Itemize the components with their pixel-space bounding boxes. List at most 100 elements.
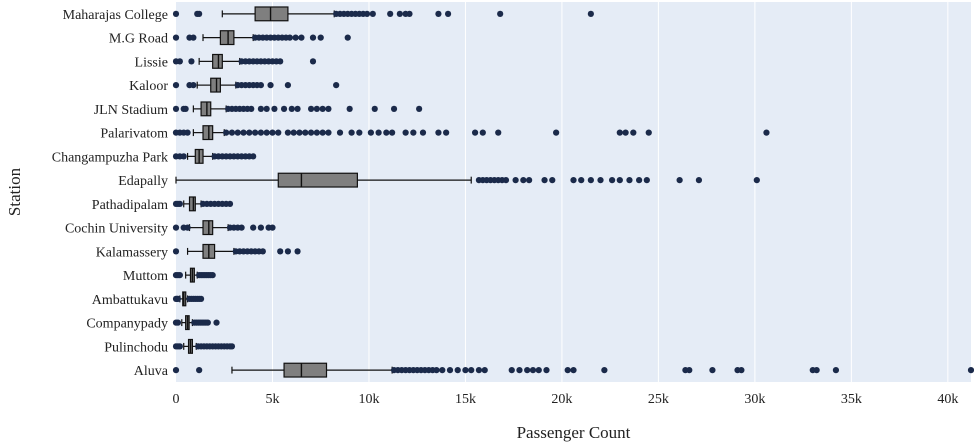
outlier-point [257, 82, 265, 89]
outlier-point [269, 224, 276, 231]
y-tick-label: Lissie [135, 55, 168, 70]
outlier-point [250, 153, 257, 160]
outlier-point [502, 177, 510, 184]
outlier-point [481, 367, 488, 374]
x-tick-label: 5k [265, 392, 279, 407]
outlier-point [524, 367, 531, 374]
plot-area [176, 2, 971, 382]
outlier-point [172, 34, 180, 41]
outlier-point [196, 10, 203, 17]
y-tick-label: M.G Road [109, 32, 168, 47]
box-companypady [172, 315, 220, 331]
y-tick-label: Pathadipalam [92, 198, 168, 213]
outlier-point [630, 129, 637, 136]
outlier-point [284, 82, 292, 89]
outlier-point [252, 129, 259, 136]
outlier-point [433, 367, 440, 374]
outlier-point [290, 129, 297, 136]
outlier-point [541, 177, 548, 184]
outlier-point [763, 129, 770, 136]
outlier-point [410, 129, 417, 136]
outlier-point [597, 177, 604, 184]
x-tick-label: 25k [648, 392, 669, 407]
outlier-point [587, 177, 594, 184]
x-tick-label: 10k [358, 392, 379, 407]
outlier-point [298, 34, 305, 41]
outlier-point [190, 34, 197, 41]
outlier-point [267, 82, 274, 89]
outlier-point [319, 105, 326, 112]
iqr-box [202, 125, 214, 141]
y-tick-label: Ambattukavu [92, 293, 168, 308]
outlier-point [259, 248, 266, 255]
box-palarivatom [172, 125, 770, 141]
outlier-point [471, 129, 479, 136]
outlier-point [495, 129, 502, 136]
outlier-point [416, 105, 423, 112]
outlier-point [529, 367, 537, 374]
outlier-point [753, 177, 760, 184]
outlier-point [238, 224, 245, 231]
y-tick-label: Aluva [134, 364, 169, 379]
outlier-point [508, 367, 515, 374]
outlier-point [435, 10, 442, 17]
outlier-point [553, 129, 560, 136]
outlier-point [479, 129, 486, 136]
x-tick-label: 35k [841, 392, 862, 407]
outlier-point [172, 248, 180, 255]
box-kaloor [172, 77, 340, 93]
outlier-point [174, 295, 182, 302]
outlier-point [213, 319, 220, 326]
outlier-point [228, 129, 236, 136]
outlier-point [172, 367, 180, 374]
outlier-point [526, 177, 533, 184]
y-tick-label: Muttom [123, 269, 168, 284]
outlier-point [454, 367, 461, 374]
outlier-point [520, 177, 527, 184]
outlier-point [275, 129, 282, 136]
outlier-point [246, 129, 253, 136]
outlier-point [346, 105, 353, 112]
outlier-point [172, 82, 180, 89]
outlier-point [176, 272, 183, 279]
outlier-point [367, 129, 374, 136]
outlier-point [190, 82, 197, 89]
outlier-point [284, 248, 292, 255]
outlier-point [375, 129, 382, 136]
outlier-point [439, 367, 446, 374]
outlier-point [184, 224, 191, 231]
outlier-point [369, 10, 376, 17]
outlier-point [543, 367, 550, 374]
outlier-point [636, 177, 643, 184]
outlier-point [645, 129, 652, 136]
iqr-box [212, 53, 223, 69]
outlier-point [234, 129, 241, 136]
outlier-point [356, 129, 363, 136]
outlier-point [263, 129, 270, 136]
outlier-point [564, 367, 571, 374]
outlier-point [616, 177, 623, 184]
outlier-point [313, 105, 320, 112]
outlier-point [302, 129, 309, 136]
outlier-point [309, 58, 317, 65]
outlier-point [226, 200, 234, 207]
outlier-point [444, 10, 452, 17]
outlier-point [269, 129, 276, 136]
outlier-point [325, 105, 332, 112]
outlier-point [643, 177, 650, 184]
outlier-point [695, 177, 703, 184]
outlier-point [587, 10, 594, 17]
outlier-point [288, 105, 295, 112]
iqr-box [219, 30, 235, 46]
outlier-point [333, 82, 340, 89]
outlier-point [616, 129, 623, 136]
outlier-point [709, 367, 716, 374]
box-edapally [175, 172, 760, 188]
outlier-point [277, 58, 284, 65]
outlier-point [294, 105, 301, 112]
box-muttom [172, 267, 216, 283]
x-tick-label: 40k [937, 392, 958, 407]
outlier-point [475, 367, 483, 374]
box-lissie [172, 53, 317, 69]
